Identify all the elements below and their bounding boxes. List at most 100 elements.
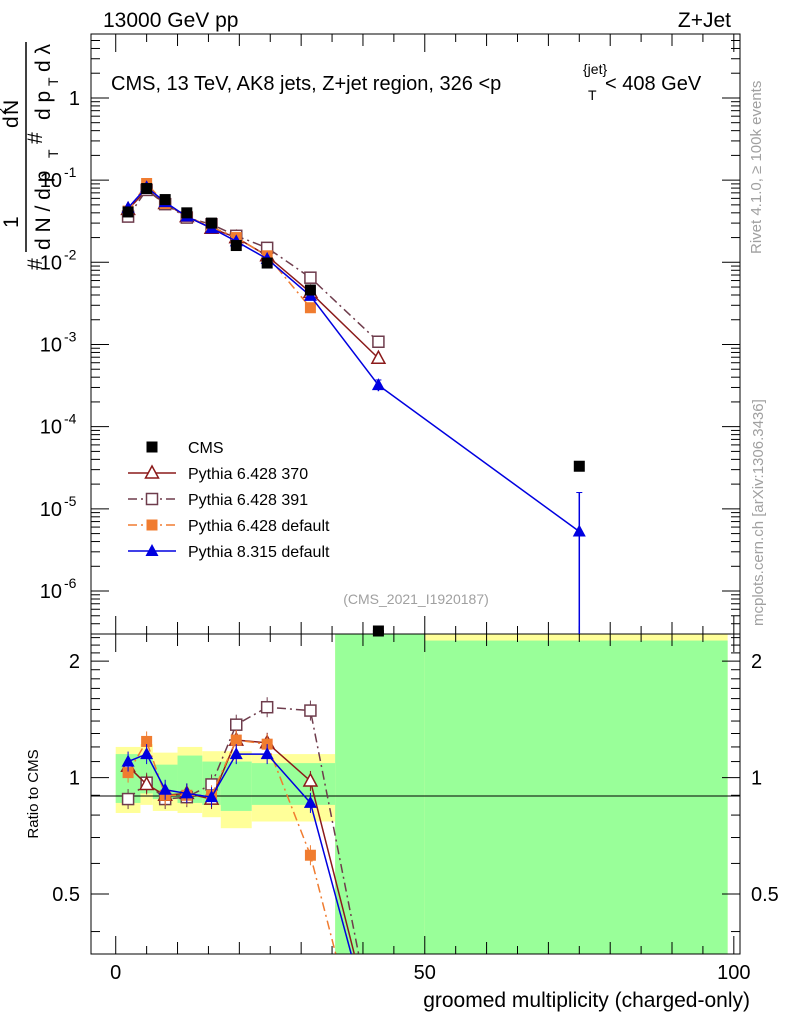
data-point — [206, 217, 218, 229]
ratio-y-label: Ratio to CMS — [25, 749, 42, 838]
data-point — [370, 349, 387, 365]
ratio-point — [140, 747, 154, 760]
y-label-N: N — [0, 100, 23, 115]
legend-label: CMS — [188, 440, 224, 457]
ratio-y-tick-label-left: 0.5 — [52, 884, 80, 906]
y-label-T-sub-2: T — [45, 77, 61, 86]
data-point — [304, 271, 317, 284]
ratio-series-pythia-8-315-default — [121, 744, 352, 955]
legend-marker — [144, 464, 160, 479]
y-tick-exponent: -3 — [64, 328, 77, 344]
data-point — [573, 460, 585, 472]
y-tick-exponent: -4 — [64, 411, 77, 427]
ratio-point — [260, 700, 274, 714]
main-title: CMS, 13 TeV, AK8 jets, Z+jet region, 326… — [111, 73, 501, 95]
series-line — [127, 182, 312, 309]
data-point — [159, 194, 171, 206]
ratio-axis-ticks: 0 50 100 0.5 0.5 1 1 2 2 — [52, 634, 779, 984]
legend: CMS Pythia 6.428 370 Pythia 6.428 391 Pythi… — [128, 440, 330, 561]
y-label-T-sub-1: T — [45, 149, 61, 158]
ratio-point — [303, 795, 317, 808]
ratio-point — [302, 772, 319, 787]
y-tick-label: 10 — [40, 170, 62, 192]
data-point — [261, 257, 273, 269]
ratio-point — [121, 792, 135, 806]
title-sub: T — [588, 87, 597, 103]
y-label-dlambda: d λ — [32, 43, 55, 72]
ratio-point — [230, 734, 242, 746]
data-point — [371, 378, 385, 391]
legend-label: Pythia 8.315 default — [188, 544, 330, 561]
ratio-plot-frame — [90, 633, 741, 955]
title-p: p — [490, 73, 501, 95]
ratio-point — [180, 786, 194, 799]
legend-entry-2: Pythia 6.428 391 — [128, 492, 308, 509]
data-point-clipped — [372, 630, 384, 634]
band-green-7 — [335, 634, 425, 954]
ratio-point — [205, 790, 219, 803]
ratio-point — [158, 782, 172, 795]
ratio-y-tick-label-left: 1 — [69, 768, 80, 790]
data-point — [372, 335, 385, 348]
y-label-hash-2: # — [24, 132, 47, 144]
title-prefix: CMS, 13 TeV, AK8 jets, Z+jet region, 326… — [111, 73, 490, 95]
legend-marker — [146, 519, 158, 531]
ratio-y-tick-label-right: 2 — [751, 651, 762, 673]
ratio-point — [260, 747, 274, 760]
band-green-8 — [424, 640, 728, 954]
data-point — [304, 302, 316, 314]
y-label-dN-dpT: d N / d p — [32, 171, 55, 250]
main-axis-ticks: 10 -610 -510 -410 -310 -210 -11 — [40, 33, 740, 635]
ratio-point — [230, 718, 243, 731]
series-cms — [122, 183, 585, 637]
legend-marker — [146, 441, 158, 453]
rivet-label: Rivet 4.1.0, ≥ 100k events — [748, 81, 765, 254]
x-tick-label: 100 — [717, 962, 750, 984]
ratio-y-tick-label-right: 0.5 — [751, 884, 779, 906]
header-right: Z+Jet — [678, 9, 731, 32]
data-point — [304, 284, 316, 296]
data-point — [122, 206, 134, 218]
ratio-point — [122, 767, 134, 779]
y-tick-exponent: -1 — [64, 164, 77, 180]
legend-label: Pythia 6.428 default — [188, 518, 330, 535]
y-label-dpT: d p — [32, 91, 55, 120]
y-label-one: 1 — [0, 216, 23, 228]
data-point — [572, 524, 586, 537]
data-point — [141, 183, 153, 195]
y-tick-label: 10 — [40, 417, 62, 439]
x-tick-label: 50 — [414, 962, 436, 984]
ratio-line — [127, 706, 360, 955]
y-label-d: d — [0, 116, 23, 128]
y-tick-label: 10 — [40, 499, 62, 521]
y-tick-label: 10 — [40, 252, 62, 274]
series-pythia-8-315-default — [121, 180, 586, 537]
legend-entry-1: Pythia 6.428 370 — [128, 464, 308, 483]
legend-label: Pythia 6.428 370 — [188, 466, 308, 483]
series-line — [127, 188, 379, 359]
analysis-id: (CMS_2021_I1920187) — [343, 591, 489, 607]
legend-marker — [145, 544, 159, 556]
mcplots-label: mcplots.cern.ch [arXiv:1306.3436] — [750, 399, 767, 626]
y-tick-exponent: -2 — [64, 246, 77, 262]
legend-entry-0: CMS — [146, 440, 224, 457]
series-line — [127, 188, 379, 343]
ratio-point — [304, 704, 317, 717]
y-tick-label: 1 — [69, 88, 80, 110]
legend-label: Pythia 6.428 391 — [188, 492, 308, 509]
legend-entry-3: Pythia 6.428 default — [128, 518, 330, 535]
header-left: 13000 GeV pp — [103, 9, 238, 32]
y-tick-label: 10 — [40, 581, 62, 603]
legend-marker — [145, 492, 159, 506]
data-point — [181, 207, 193, 219]
ratio-point — [304, 849, 316, 861]
y-label-hash-1: # — [24, 258, 47, 270]
y-tick-exponent: -6 — [64, 575, 77, 591]
x-tick-label: 0 — [110, 962, 121, 984]
y-tick-label: 10 — [40, 334, 62, 356]
main-series-group — [120, 177, 586, 637]
title-suffix: < 408 GeV — [605, 73, 702, 95]
y-label-sq: 2 — [0, 108, 9, 115]
ratio-point — [138, 775, 155, 791]
